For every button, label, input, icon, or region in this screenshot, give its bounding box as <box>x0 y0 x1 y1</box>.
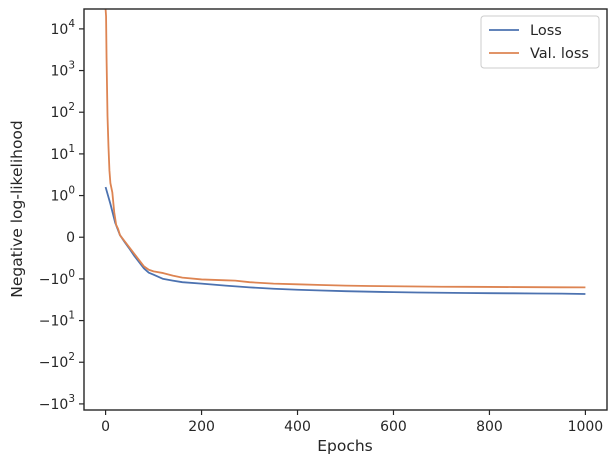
x-tick-label: 600 <box>380 419 407 435</box>
y-tick-label: −102 <box>39 351 75 371</box>
y-tick-label: −100 <box>39 268 75 288</box>
x-axis-label: Epochs <box>317 437 373 455</box>
legend: Loss Val. loss <box>480 15 600 69</box>
y-axis-label: Negative log-likelihood <box>8 120 26 298</box>
y-tick-label: 102 <box>50 101 75 121</box>
series-layer <box>104 9 586 295</box>
x-tick-label: 1000 <box>568 419 604 435</box>
y-tick-label: 101 <box>50 143 75 163</box>
y-tick-label: −101 <box>39 310 75 330</box>
y-tick-label: −103 <box>39 393 75 413</box>
x-tick-label: 800 <box>476 419 503 435</box>
y-tick-label: 0 <box>66 230 75 246</box>
plot-frame <box>83 8 608 411</box>
x-axis-ticks: 0 200 400 600 800 1000 <box>101 410 603 435</box>
legend-label-val-loss: Val. loss <box>530 46 589 62</box>
legend-label-loss: Loss <box>530 23 562 39</box>
y-axis-ticks: 104 103 102 101 100 0 −100 −101 −102 −103 <box>39 18 84 413</box>
y-tick-label: 103 <box>50 60 75 80</box>
legend-box <box>480 15 600 69</box>
y-tick-label: 104 <box>50 18 75 38</box>
x-tick-label: 0 <box>101 419 110 435</box>
x-tick-label: 200 <box>188 419 215 435</box>
x-tick-label: 400 <box>284 419 311 435</box>
y-tick-label: 100 <box>50 185 75 205</box>
series-line-val-loss <box>104 9 586 289</box>
